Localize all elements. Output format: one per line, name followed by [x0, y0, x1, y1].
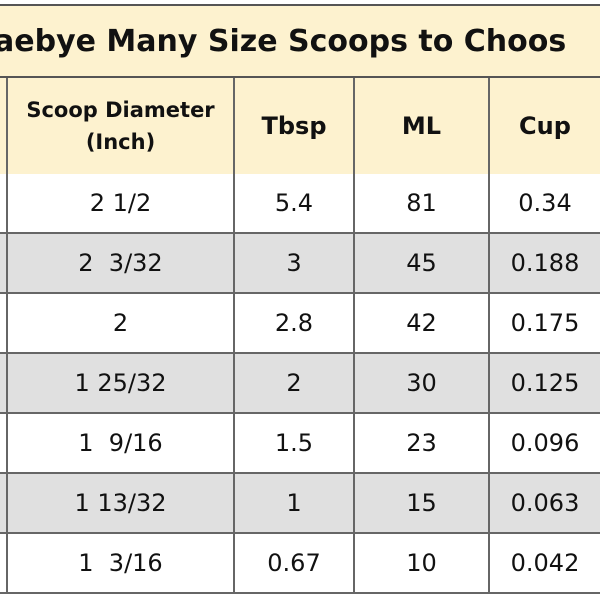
table-cell: 0.175	[490, 294, 600, 354]
table-cell: 5.4	[235, 174, 355, 234]
table-cell: 2 3/32	[8, 234, 235, 294]
title-banner: aebye Many Size Scoops to Choos	[0, 4, 600, 78]
row-stub	[0, 474, 8, 534]
header-cell: Scoop Diameter (Inch)	[8, 78, 235, 176]
table-cell: 3	[235, 234, 355, 294]
table-cell: 10	[355, 534, 490, 594]
row-stub	[0, 174, 8, 234]
row-stub	[0, 354, 8, 414]
row-stub	[0, 534, 8, 594]
header-line: (Inch)	[85, 130, 156, 154]
table-cell: 2 1/2	[8, 174, 235, 234]
table-cell: 23	[355, 414, 490, 474]
table-cell: 15	[355, 474, 490, 534]
table-cell: 81	[355, 174, 490, 234]
header-cell: Tbsp	[235, 78, 355, 176]
table-cell: 2	[235, 354, 355, 414]
table-cell: 0.096	[490, 414, 600, 474]
table-cell: 30	[355, 354, 490, 414]
row-stub	[0, 414, 8, 474]
table-cell: 1	[235, 474, 355, 534]
title: aebye Many Size Scoops to Choos	[0, 23, 567, 59]
table-cell: 1.5	[235, 414, 355, 474]
table-cell: 0.188	[490, 234, 600, 294]
table-cell: 0.34	[490, 174, 600, 234]
table-cell: 2	[8, 294, 235, 354]
header-stub	[0, 78, 8, 176]
table-cell: 0.67	[235, 534, 355, 594]
header-cell: Cup	[490, 78, 600, 176]
table-cell: 45	[355, 234, 490, 294]
table-cell: 0.042	[490, 534, 600, 594]
row-stub	[0, 234, 8, 294]
table-cell: 1 13/32	[8, 474, 235, 534]
table-cell: 1 9/16	[8, 414, 235, 474]
table-cell: 0.063	[490, 474, 600, 534]
table-cell: 1 25/32	[8, 354, 235, 414]
table-cell: 0.125	[490, 354, 600, 414]
table-cell: 2.8	[235, 294, 355, 354]
header-cell: ML	[355, 78, 490, 176]
table-cell: 42	[355, 294, 490, 354]
header-line: Scoop Diameter	[26, 98, 215, 122]
row-stub	[0, 294, 8, 354]
table-cell: 1 3/16	[8, 534, 235, 594]
